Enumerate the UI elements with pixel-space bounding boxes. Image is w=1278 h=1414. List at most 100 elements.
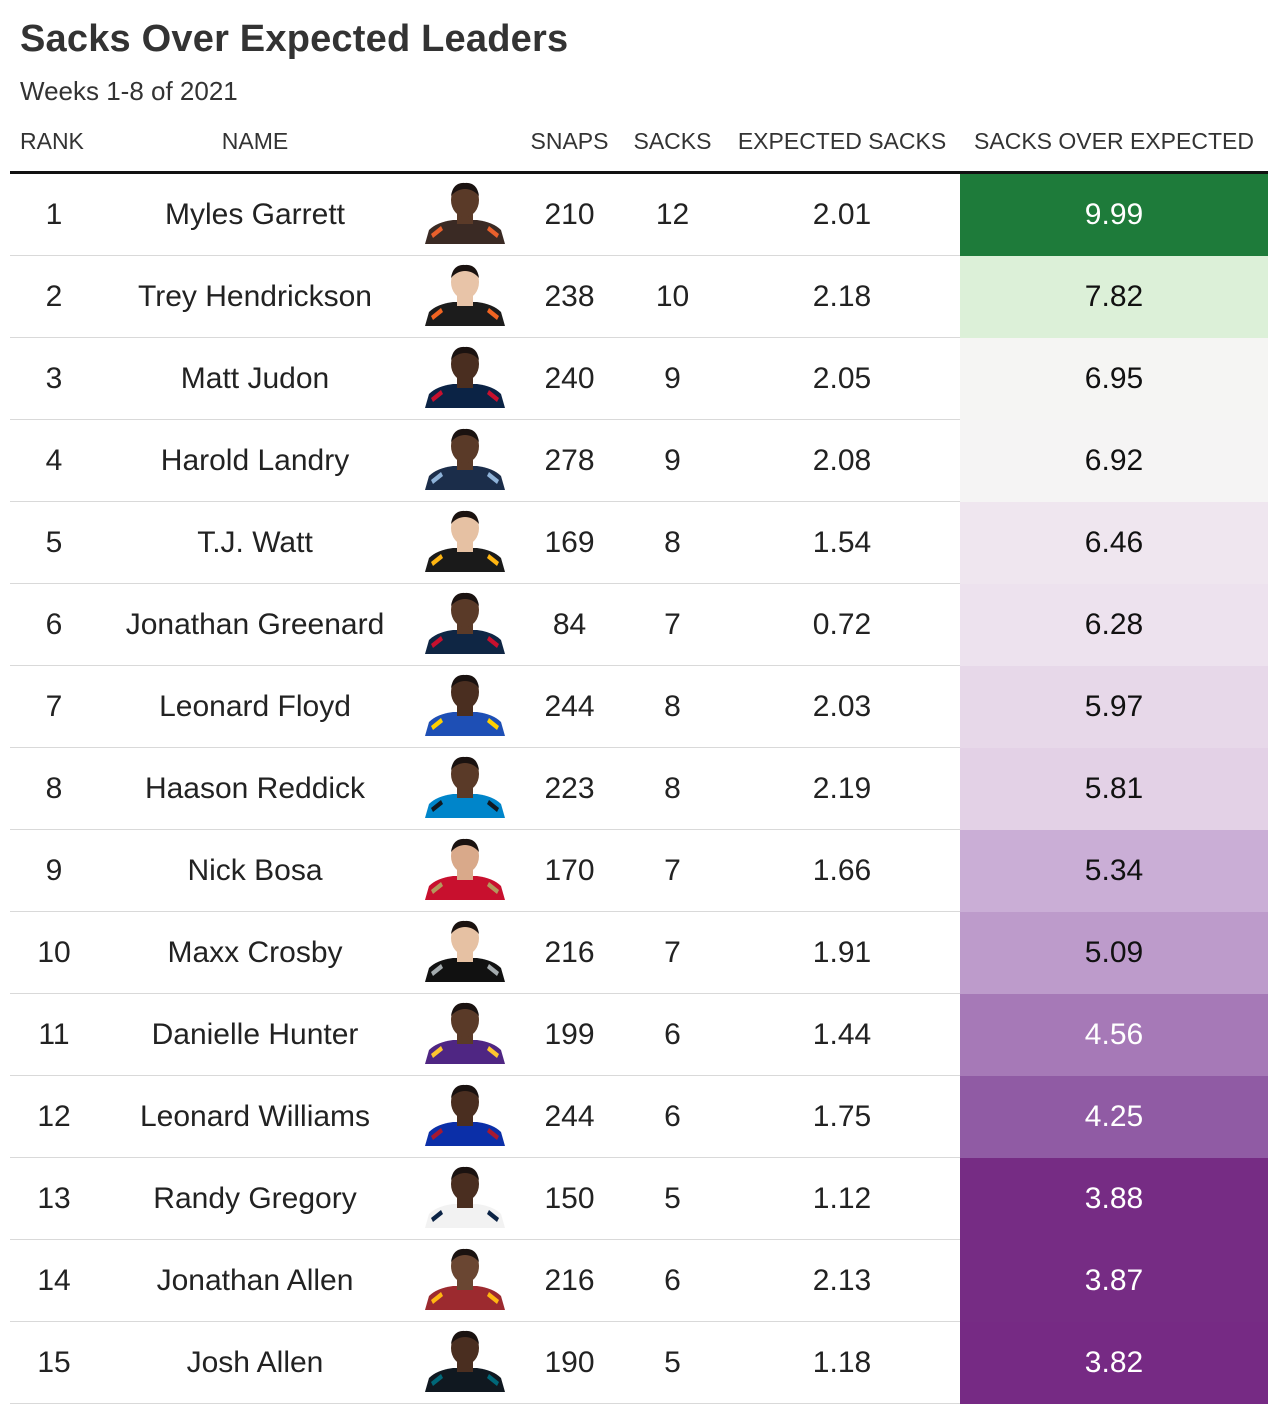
expected-sacks-cell: 2.03 bbox=[812, 690, 872, 723]
player-headshot-icon bbox=[420, 830, 510, 912]
sacks-over-expected-cell: 6.28 bbox=[960, 584, 1268, 666]
rank-cell: 11 bbox=[38, 1018, 70, 1051]
expected-sacks-cell: 1.12 bbox=[812, 1182, 872, 1215]
player-name-cell: Danielle Hunter bbox=[151, 1018, 359, 1051]
expected-sacks-cell: 1.91 bbox=[812, 936, 872, 969]
header-sacks-over-expected: SACKS OVER EXPECTED bbox=[974, 128, 1254, 154]
snaps-cell: 169 bbox=[544, 526, 595, 559]
expected-sacks-cell: 1.18 bbox=[812, 1346, 872, 1379]
rank-cell: 9 bbox=[45, 854, 63, 887]
player-name-cell: Randy Gregory bbox=[153, 1182, 357, 1215]
sacks-over-expected-cell: 5.81 bbox=[960, 748, 1268, 830]
rank-cell: 13 bbox=[37, 1182, 71, 1215]
sacks-cell: 10 bbox=[655, 280, 690, 313]
sacks-over-expected-cell: 3.87 bbox=[960, 1240, 1268, 1322]
snaps-cell: 244 bbox=[544, 690, 595, 723]
rank-cell: 15 bbox=[37, 1346, 71, 1379]
player-headshot-icon bbox=[420, 584, 510, 666]
rank-cell: 7 bbox=[45, 690, 63, 723]
sacks-over-expected-cell: 7.82 bbox=[960, 256, 1268, 338]
header-expected-sacks: EXPECTED SACKS bbox=[737, 128, 947, 154]
sacks-over-expected-cell: 9.99 bbox=[960, 174, 1268, 256]
sacks-cell: 7 bbox=[664, 608, 681, 641]
header-snaps: SNAPS bbox=[530, 128, 609, 154]
sacks-over-expected-cell: 6.92 bbox=[960, 420, 1268, 502]
player-headshot-icon bbox=[420, 1076, 510, 1158]
table-row: 6 Jonathan Greenard 84 7 0.72 6.28 bbox=[10, 584, 1268, 666]
expected-sacks-cell: 2.19 bbox=[812, 772, 872, 805]
player-headshot-icon bbox=[420, 994, 510, 1076]
rank-cell: 6 bbox=[45, 608, 63, 641]
snaps-cell: 223 bbox=[544, 772, 595, 805]
player-headshot-icon bbox=[420, 912, 510, 994]
sacks-cell: 6 bbox=[664, 1100, 681, 1133]
sacks-over-expected-cell: 5.09 bbox=[960, 912, 1268, 994]
player-name-cell: Jonathan Greenard bbox=[125, 608, 385, 641]
player-headshot-icon bbox=[420, 174, 510, 256]
rank-cell: 10 bbox=[37, 936, 71, 969]
snaps-cell: 244 bbox=[544, 1100, 595, 1133]
rank-cell: 8 bbox=[45, 772, 63, 805]
rank-cell: 3 bbox=[45, 362, 63, 395]
sacks-cell: 7 bbox=[664, 854, 681, 887]
rank-cell: 12 bbox=[37, 1100, 71, 1133]
player-headshot-icon bbox=[420, 748, 510, 830]
sacks-cell: 8 bbox=[664, 690, 681, 723]
expected-sacks-cell: 2.01 bbox=[812, 198, 872, 231]
player-headshot-icon bbox=[420, 1158, 510, 1240]
table-row: 1 Myles Garrett 210 12 2.01 9.99 bbox=[10, 174, 1268, 256]
sacks-over-expected-cell: 5.97 bbox=[960, 666, 1268, 748]
chart-title: Sacks Over Expected Leaders bbox=[20, 18, 569, 60]
table-header: RANK NAME SNAPS SACKS EXPECTED SACKS SAC… bbox=[10, 128, 1268, 168]
expected-sacks-cell: 2.05 bbox=[812, 362, 872, 395]
snaps-cell: 150 bbox=[544, 1182, 595, 1215]
sacks-cell: 6 bbox=[664, 1018, 681, 1051]
table-row: 11 Danielle Hunter 199 6 1.44 4.56 bbox=[10, 994, 1268, 1076]
player-name-cell: Josh Allen bbox=[186, 1346, 324, 1379]
table-row: 9 Nick Bosa 170 7 1.66 5.34 bbox=[10, 830, 1268, 912]
sacks-over-expected-cell: 5.34 bbox=[960, 830, 1268, 912]
expected-sacks-cell: 2.13 bbox=[812, 1264, 872, 1297]
player-headshot-icon bbox=[420, 338, 510, 420]
snaps-cell: 216 bbox=[544, 936, 595, 969]
header-divider bbox=[10, 171, 1268, 174]
rank-cell: 5 bbox=[45, 526, 63, 559]
player-name-cell: Harold Landry bbox=[160, 444, 350, 477]
table-row: 3 Matt Judon 240 9 2.05 6.95 bbox=[10, 338, 1268, 420]
player-headshot-icon bbox=[420, 502, 510, 584]
player-name-cell: Trey Hendrickson bbox=[138, 280, 372, 313]
table-row: 8 Haason Reddick 223 8 2.19 5.81 bbox=[10, 748, 1268, 830]
sacks-over-expected-cell: 6.46 bbox=[960, 502, 1268, 584]
player-name-cell: Jonathan Allen bbox=[156, 1264, 354, 1297]
header-name: NAME bbox=[221, 128, 289, 154]
player-headshot-icon bbox=[420, 1240, 510, 1322]
sacks-over-expected-cell: 3.88 bbox=[960, 1158, 1268, 1240]
player-headshot-icon bbox=[420, 1322, 510, 1404]
player-name-cell: T.J. Watt bbox=[197, 526, 313, 559]
sacks-cell: 6 bbox=[664, 1264, 681, 1297]
sacks-over-expected-cell: 3.82 bbox=[960, 1322, 1268, 1404]
sacks-over-expected-cell: 4.56 bbox=[960, 994, 1268, 1076]
expected-sacks-cell: 1.75 bbox=[812, 1100, 872, 1133]
table-row: 14 Jonathan Allen 216 6 2.13 3.87 bbox=[10, 1240, 1268, 1322]
snaps-cell: 240 bbox=[544, 362, 595, 395]
snaps-cell: 190 bbox=[544, 1346, 595, 1379]
player-headshot-icon bbox=[420, 666, 510, 748]
expected-sacks-cell: 1.54 bbox=[812, 526, 872, 559]
table-row: 7 Leonard Floyd 244 8 2.03 5.97 bbox=[10, 666, 1268, 748]
snaps-cell: 84 bbox=[552, 608, 587, 641]
expected-sacks-cell: 1.66 bbox=[812, 854, 872, 887]
sacks-cell: 5 bbox=[664, 1182, 681, 1215]
table-row: 13 Randy Gregory 150 5 1.12 3.88 bbox=[10, 1158, 1268, 1240]
player-name-cell: Myles Garrett bbox=[164, 198, 346, 231]
player-name-cell: Maxx Crosby bbox=[167, 936, 343, 969]
chart-subtitle: Weeks 1-8 of 2021 bbox=[20, 76, 238, 106]
sacks-over-expected-cell: 6.95 bbox=[960, 338, 1268, 420]
rank-cell: 1 bbox=[45, 198, 63, 231]
sacks-cell: 8 bbox=[664, 526, 681, 559]
sacks-cell: 9 bbox=[664, 444, 681, 477]
snaps-cell: 278 bbox=[544, 444, 595, 477]
player-name-cell: Haason Reddick bbox=[144, 772, 366, 805]
sacks-cell: 7 bbox=[664, 936, 681, 969]
